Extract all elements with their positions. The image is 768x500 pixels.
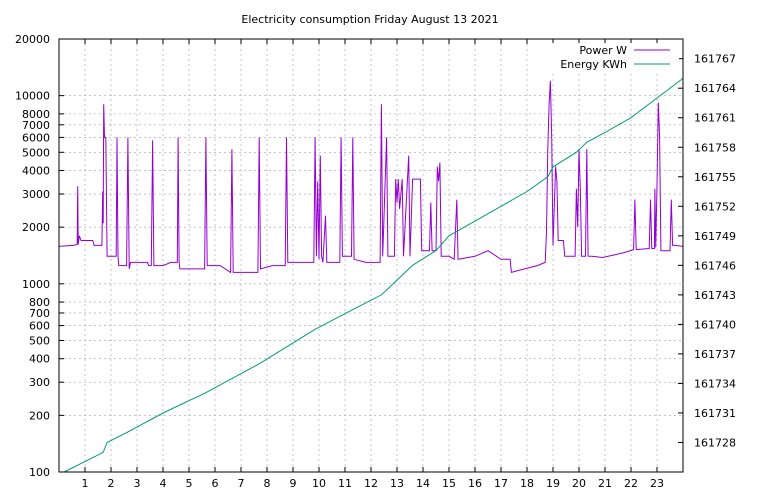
x-tick-label: 2 [108, 477, 115, 490]
x-tick-label: 11 [338, 477, 352, 490]
y-left-tick-label: 400 [29, 353, 50, 366]
axis-ticks: 1 2 3 4 5 6 7 8 9 10 11 12 13 14 15 16 17 18 19 20 21 22 23100… [15, 33, 736, 490]
y-left-tick-label: 200 [29, 409, 50, 422]
y-right-tick-label: 161767 [694, 53, 736, 66]
x-tick-label: 4 [160, 477, 167, 490]
y-left-tick-label: 100 [29, 466, 50, 479]
x-tick-label: 22 [624, 477, 638, 490]
x-tick-label: 6 [212, 477, 219, 490]
x-tick-label: 15 [442, 477, 456, 490]
legend-label-energy: Energy KWh [560, 58, 627, 71]
x-tick-label: 23 [650, 477, 664, 490]
y-left-tick-label: 500 [29, 334, 50, 347]
x-tick-label: 9 [290, 477, 297, 490]
series-line-energy [63, 78, 684, 473]
y-right-tick-label: 161758 [694, 141, 736, 154]
x-tick-label: 8 [264, 477, 271, 490]
y-right-tick-label: 161728 [694, 436, 736, 449]
x-tick-label: 20 [572, 477, 586, 490]
series-layer [58, 78, 684, 473]
grid [59, 38, 683, 473]
y-right-tick-label: 161746 [694, 259, 736, 272]
x-tick-label: 5 [186, 477, 193, 490]
x-tick-label: 1 [82, 477, 89, 490]
y-right-tick-label: 161734 [694, 377, 736, 390]
y-right-tick-label: 161737 [694, 348, 736, 361]
y-left-tick-label: 600 [29, 320, 50, 333]
x-tick-label: 10 [312, 477, 326, 490]
legend: Power W Energy KWh [540, 43, 679, 71]
y-left-tick-label: 700 [29, 307, 50, 320]
x-tick-label: 7 [238, 477, 245, 490]
chart-title: Electricity consumption Friday August 13… [241, 13, 498, 26]
y-right-tick-label: 161761 [694, 112, 736, 125]
x-tick-label: 13 [390, 477, 404, 490]
y-left-tick-label: 6000 [22, 131, 50, 144]
y-right-tick-label: 161755 [694, 171, 736, 184]
y-left-tick-label: 10000 [15, 90, 50, 103]
y-left-tick-label: 4000 [22, 165, 50, 178]
y-right-tick-label: 161749 [694, 230, 736, 243]
y-right-tick-label: 161752 [694, 200, 736, 213]
x-tick-label: 12 [364, 477, 378, 490]
x-tick-label: 14 [416, 477, 430, 490]
series-line-power [58, 80, 684, 274]
x-tick-label: 18 [520, 477, 534, 490]
y-left-tick-label: 2000 [22, 221, 50, 234]
x-tick-label: 16 [468, 477, 482, 490]
x-tick-label: 21 [598, 477, 612, 490]
y-left-tick-label: 7000 [22, 119, 50, 132]
y-left-tick-label: 20000 [15, 33, 50, 46]
y-left-tick-label: 8000 [22, 108, 50, 121]
y-left-tick-label: 800 [29, 296, 50, 309]
y-right-tick-label: 161743 [694, 289, 736, 302]
y-right-tick-label: 161740 [694, 318, 736, 331]
y-right-tick-label: 161731 [694, 407, 736, 420]
y-left-tick-label: 1000 [22, 278, 50, 291]
y-left-tick-label: 5000 [22, 146, 50, 159]
legend-box [540, 43, 679, 71]
legend-label-power: Power W [579, 44, 627, 57]
y-left-tick-label: 300 [29, 376, 50, 389]
x-tick-label: 17 [494, 477, 508, 490]
y-left-tick-label: 3000 [22, 188, 50, 201]
x-tick-label: 19 [546, 477, 560, 490]
x-tick-label: 3 [134, 477, 141, 490]
y-right-tick-label: 161764 [694, 82, 736, 95]
